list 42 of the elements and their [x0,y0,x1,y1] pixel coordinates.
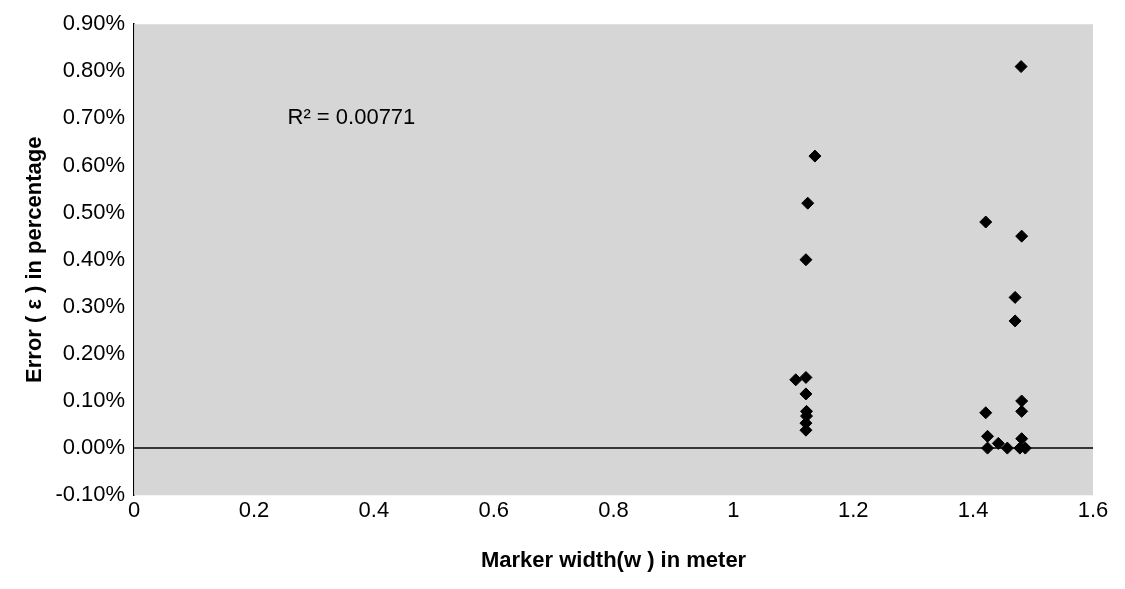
point [1015,229,1029,243]
point [991,436,1005,450]
point [1015,394,1029,408]
y-tick-label: 0.50% [62,198,126,224]
y-axis-title: Error ( ε ) in percentage [21,136,47,383]
y-tick-label: 0.30% [62,292,126,318]
annotation: R² = 0.00771 [287,104,416,130]
point [801,196,815,210]
y-tick-label: 0.80% [62,57,126,83]
x-tick-label: 0.8 [598,497,629,523]
y-tick-label: 0.60% [62,151,126,177]
x-tick-label: 1.2 [837,497,869,523]
point [1015,404,1029,418]
y-tick-label: -0.10% [55,481,126,507]
y-tick-label: 0.90% [62,10,126,36]
point [1008,290,1022,304]
point [799,253,813,267]
x-tick-label: 0.2 [238,497,270,523]
point [808,149,822,163]
y-tick-label: 0.70% [62,104,126,130]
point [799,387,813,401]
y-tick-label: 0.10% [62,387,126,413]
x-tick-label: 1.4 [957,497,989,523]
x-tick-label: 0.6 [478,497,509,523]
x-tick-label: 1 [727,497,740,523]
point [981,429,995,443]
point [979,406,993,420]
point [981,441,995,455]
point [1014,60,1028,74]
x-axis-title: Marker width(w ) in meter [480,546,747,572]
point [979,215,993,229]
point [789,373,803,387]
point [1000,441,1014,455]
point [1008,314,1022,328]
x-tick-label: 0 [127,497,141,523]
y-tick-label: 0.00% [62,434,126,460]
y-tick-label: 0.20% [62,339,126,365]
x-tick-label: 1.6 [1077,497,1109,523]
x-tick-label: 0.4 [358,497,390,523]
point [799,370,813,384]
y-tick-label: 0.40% [62,245,126,271]
point [1015,432,1029,446]
